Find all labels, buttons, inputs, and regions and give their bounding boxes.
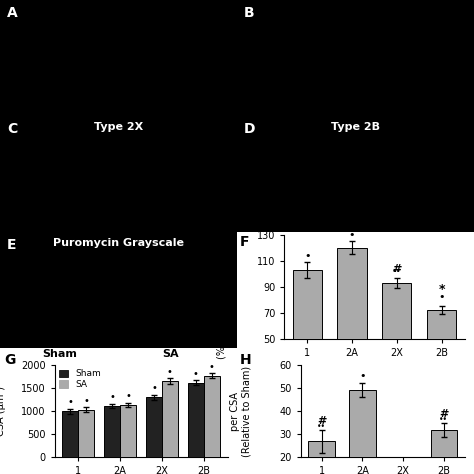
Text: Puromycin Grayscale: Puromycin Grayscale xyxy=(53,238,184,248)
Text: •: • xyxy=(167,367,173,377)
Text: ••: •• xyxy=(392,267,402,276)
Bar xyxy=(349,391,375,474)
Text: H: H xyxy=(239,353,251,367)
Bar xyxy=(383,283,411,404)
Text: B: B xyxy=(244,6,255,20)
Text: •: • xyxy=(109,392,115,402)
Bar xyxy=(146,397,162,457)
Bar xyxy=(337,247,366,404)
Text: •: • xyxy=(304,251,310,261)
Text: •: • xyxy=(349,230,356,240)
Bar xyxy=(104,406,120,457)
Text: •: • xyxy=(209,362,215,372)
Text: G: G xyxy=(5,353,16,367)
Y-axis label: per CSA
(Relative to Sham): per CSA (Relative to Sham) xyxy=(230,365,252,457)
Text: Type 2B: Type 2B xyxy=(331,122,380,132)
Text: SA: SA xyxy=(162,349,179,359)
Y-axis label: Protein Synthesis
(% Change Relative to Sham): Protein Synthesis (% Change Relative to … xyxy=(205,215,227,359)
Text: •: • xyxy=(359,371,365,381)
Text: •: • xyxy=(438,292,445,302)
Text: *: * xyxy=(438,283,445,296)
Text: F: F xyxy=(239,235,249,249)
Bar xyxy=(309,441,335,474)
Text: E: E xyxy=(7,238,17,252)
Text: C: C xyxy=(7,122,18,136)
Y-axis label: CSA (μm²): CSA (μm²) xyxy=(0,386,6,436)
Legend: Sham, SA: Sham, SA xyxy=(59,370,101,389)
Bar xyxy=(63,411,78,457)
Text: •: • xyxy=(83,396,89,406)
Bar xyxy=(427,310,456,404)
Text: Sham: Sham xyxy=(42,349,77,359)
Text: A: A xyxy=(7,6,18,20)
Text: •: • xyxy=(125,392,131,401)
Text: ••: •• xyxy=(439,415,448,424)
Text: #: # xyxy=(439,409,448,419)
Text: •: • xyxy=(193,369,199,379)
Text: #: # xyxy=(317,416,326,426)
Bar xyxy=(162,381,178,457)
Bar xyxy=(188,383,204,457)
Text: D: D xyxy=(244,122,255,136)
Bar xyxy=(120,405,136,457)
Bar xyxy=(292,270,322,404)
Text: ••: •• xyxy=(317,422,326,431)
Text: •: • xyxy=(67,397,73,407)
Bar xyxy=(78,410,94,457)
Bar xyxy=(430,429,457,474)
Text: Type 2X: Type 2X xyxy=(94,122,143,132)
Text: #: # xyxy=(392,264,401,274)
Text: •: • xyxy=(151,383,157,393)
Bar xyxy=(204,375,219,457)
